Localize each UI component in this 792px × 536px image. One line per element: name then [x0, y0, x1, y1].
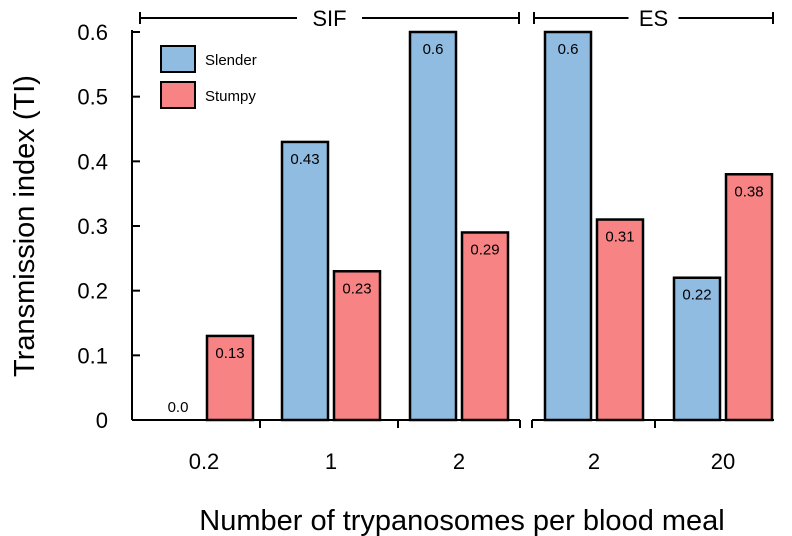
bar-stumpy	[595, 218, 645, 422]
y-tick-label: 0	[96, 408, 108, 433]
group-label: SIF	[312, 6, 346, 31]
bar-stumpy	[724, 173, 774, 422]
bar-data-label: 0.23	[342, 280, 371, 297]
x-tick-label: 0.2	[189, 449, 220, 474]
legend-label: Slender	[205, 52, 257, 69]
bar-data-label: 0.6	[558, 41, 579, 58]
bar-stumpy	[460, 231, 510, 422]
y-tick-label: 0.3	[77, 214, 108, 239]
legend-swatch-stumpy	[160, 81, 196, 109]
y-tick-label: 0.5	[77, 85, 108, 110]
x-tick-label: 2	[453, 449, 465, 474]
y-tick-label: 0.1	[77, 343, 108, 368]
bar-data-label: 0.6	[423, 41, 444, 58]
bar-data-label: 0.13	[215, 345, 244, 362]
group-label: ES	[639, 6, 668, 31]
bar-data-label: 0.0	[168, 399, 189, 416]
legend-label: Stumpy	[205, 88, 256, 105]
bar-slender	[280, 140, 330, 422]
bar-data-label: 0.29	[470, 241, 499, 258]
x-tick-label: 2	[588, 449, 600, 474]
bar-slender	[672, 276, 722, 422]
x-tick-label: 1	[325, 449, 337, 474]
bar-data-label: 0.38	[734, 183, 763, 200]
legend-swatch-slender	[160, 45, 196, 73]
bar-stumpy	[205, 334, 255, 422]
bar-slender	[408, 30, 458, 422]
y-tick-label: 0.6	[77, 20, 108, 45]
y-tick-label: 0.4	[77, 149, 108, 174]
bar-data-label: 0.31	[605, 229, 634, 246]
plot-area: 0 0.1 0.2 0.3 0.4 0.5 0.6 SIF ES 0.0 0.13 0.2 0.43 0.…	[77, 6, 774, 474]
bar-data-label: 0.43	[290, 151, 319, 168]
x-axis-title: Number of trypanosomes per blood meal	[199, 505, 724, 536]
y-tick-label: 0.2	[77, 279, 108, 304]
x-tick-label: 20	[711, 449, 735, 474]
y-axis-title: Transmission index (TI)	[9, 75, 41, 377]
bar-slender	[543, 30, 593, 422]
bar-data-label: 0.22	[682, 287, 711, 304]
bar-stumpy	[332, 270, 382, 422]
